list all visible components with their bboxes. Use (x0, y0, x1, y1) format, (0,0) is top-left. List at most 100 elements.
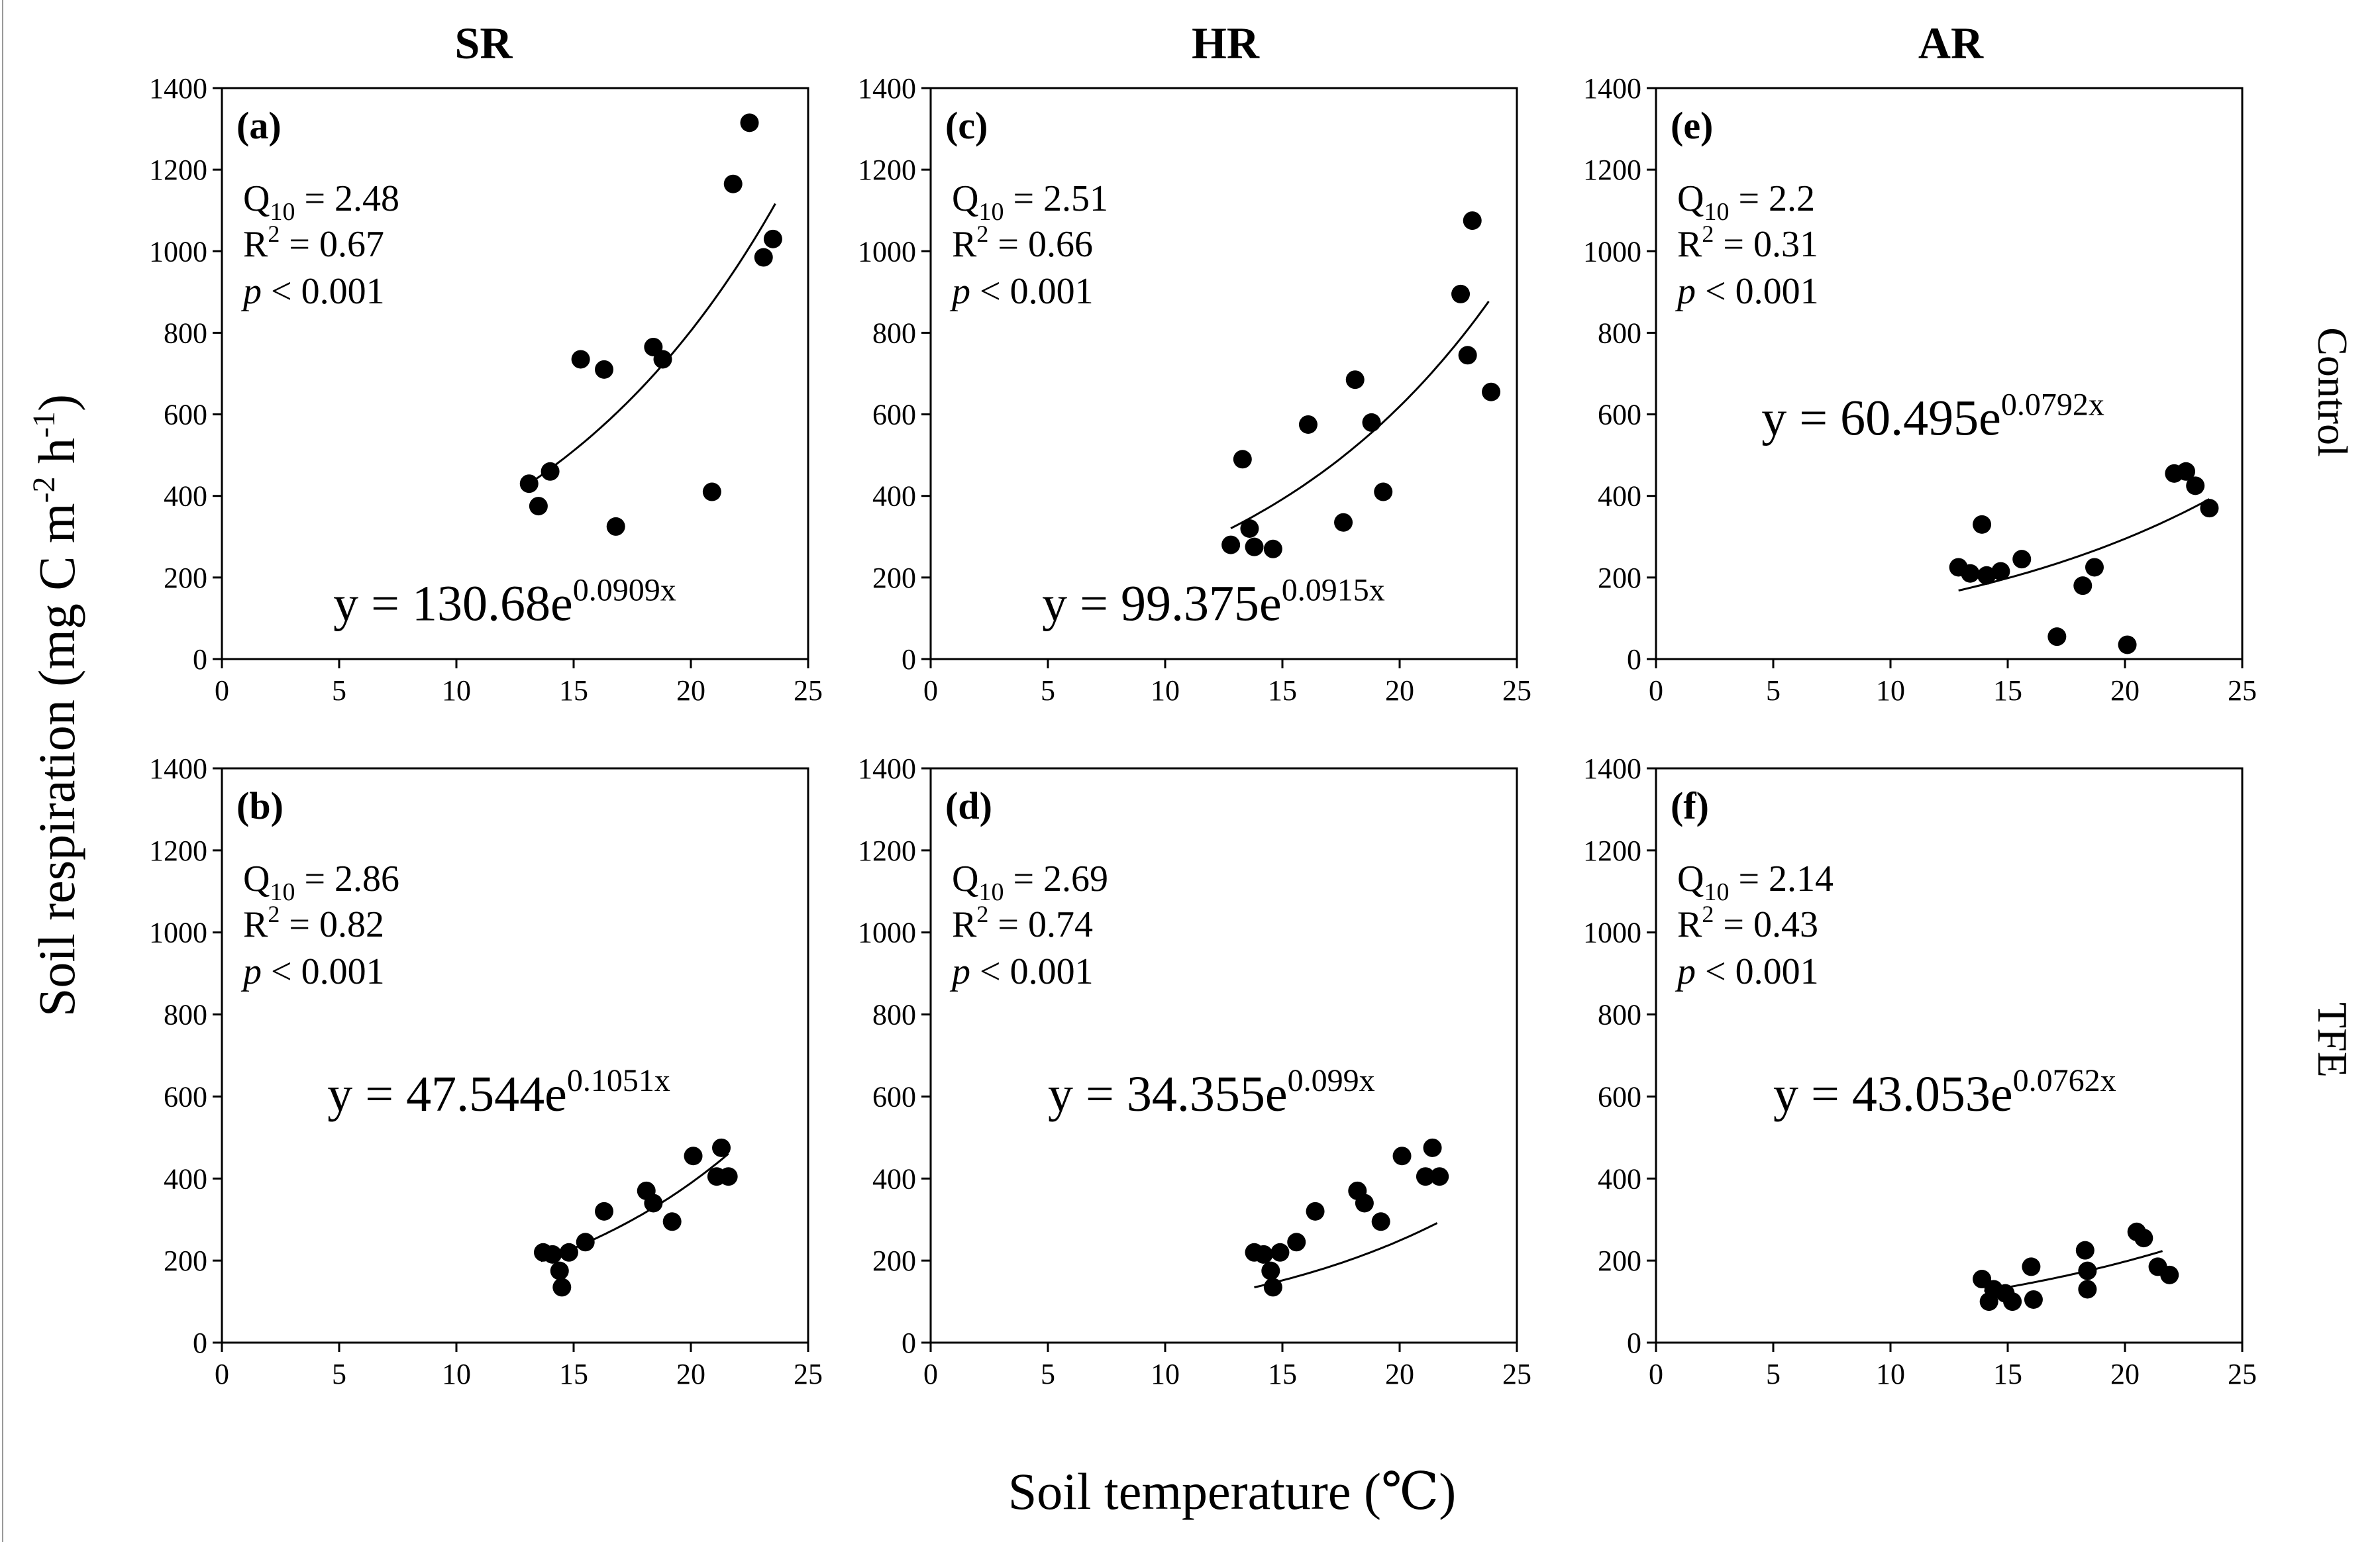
y-tick-label: 1400 (858, 72, 916, 105)
x-tick-label: 25 (794, 1358, 823, 1390)
data-point (763, 229, 782, 248)
panel-label: (d) (945, 784, 992, 827)
q10-stat: Q10 = 2.2 (1677, 178, 1815, 226)
x-tick-label: 15 (1268, 1358, 1297, 1390)
data-point (1973, 515, 1992, 534)
q10-subscript: 10 (978, 198, 1004, 226)
y-tick-label: 200 (872, 1245, 916, 1277)
equation-exponent: 0.0792x (2001, 387, 2104, 422)
data-point (1263, 539, 1282, 558)
x-tick-label: 5 (332, 1358, 346, 1390)
y-tick-label: 400 (164, 480, 207, 513)
plot-frame (1655, 767, 2244, 1344)
x-tick-label: 20 (1385, 674, 1414, 707)
x-tick-label: 15 (1993, 674, 2022, 707)
data-point (1423, 1138, 1442, 1157)
y-tick-label: 400 (1598, 1162, 1641, 1195)
data-point (571, 350, 590, 369)
p-label: p (949, 271, 970, 312)
x-tick-label: 25 (2228, 1358, 2257, 1390)
plot-frame (221, 87, 809, 660)
data-point (1254, 1245, 1273, 1264)
x-tick-label: 0 (215, 674, 229, 707)
fit-equation: y = 130.68e0.0909x (333, 573, 676, 632)
data-point (1392, 1147, 1412, 1166)
y-tick-label: 400 (1598, 480, 1641, 513)
data-point (606, 517, 625, 536)
data-point (719, 1167, 738, 1186)
x-tick-label: 5 (1766, 1358, 1781, 1390)
r2-value: = 0.74 (988, 904, 1093, 945)
data-point (552, 1278, 572, 1297)
y-tick-label: 1400 (1583, 72, 1641, 105)
r2-label: R (1677, 904, 1702, 945)
data-point (1306, 1202, 1325, 1221)
r2-label: R (243, 224, 268, 265)
q10-value: = 2.2 (1729, 178, 1815, 219)
data-point (1334, 513, 1353, 532)
r2-superscript: 2 (268, 901, 280, 927)
r2-label: R (952, 224, 977, 265)
data-point (1298, 415, 1318, 434)
fit-curve (1984, 1250, 2163, 1292)
fit-equation: y = 47.544e0.1051x (327, 1063, 670, 1122)
fit-curve (1230, 301, 1490, 529)
data-point (2160, 1265, 2179, 1284)
column-title-hr: HR (1192, 18, 1260, 68)
equation-exponent: 0.099x (1288, 1063, 1375, 1098)
y-tick-label: 200 (1598, 1245, 1641, 1277)
data-point (2024, 1290, 2043, 1309)
r2-stat: R2 = 0.74 (952, 901, 1093, 945)
equation-base: y = 34.355e (1048, 1066, 1288, 1122)
y-tick-label: 1200 (149, 154, 207, 186)
x-tick-label: 20 (676, 674, 705, 707)
q10-value: = 2.14 (1729, 858, 1834, 900)
y-axis-title-end: ) (28, 394, 85, 411)
data-point (1416, 1167, 1435, 1186)
y-tick-label: 1200 (858, 835, 916, 867)
p-stat: p < 0.001 (240, 271, 385, 312)
data-point (723, 174, 743, 193)
panel-label: (a) (236, 104, 282, 147)
data-point (1263, 1278, 1282, 1297)
x-tick-label: 10 (1151, 674, 1180, 707)
y-tick-label: 1000 (858, 235, 916, 268)
panel-label: (c) (945, 104, 988, 147)
data-point (2003, 1292, 2022, 1311)
y-tick-label: 0 (902, 643, 916, 676)
y-tick-label: 800 (164, 317, 207, 349)
y-tick-label: 200 (164, 562, 207, 594)
plot-frame (221, 767, 809, 1344)
fit-curve (1254, 1222, 1438, 1289)
column-title-sr: SR (455, 18, 513, 68)
y-tick-label: 400 (164, 1162, 207, 1195)
data-point (2085, 558, 2104, 577)
y-tick-label: 800 (872, 999, 916, 1031)
x-tick-label: 10 (1876, 674, 1905, 707)
x-tick-label: 15 (1268, 674, 1297, 707)
r2-stat: R2 = 0.31 (1677, 221, 1818, 265)
x-axis-title: Soil temperature (℃) (1008, 1463, 1456, 1520)
data-point (1374, 482, 1393, 501)
r2-label: R (243, 904, 268, 945)
data-point (2186, 476, 2205, 495)
r2-stat: R2 = 0.82 (243, 901, 384, 945)
p-stat: p < 0.001 (949, 271, 1094, 312)
r2-stat: R2 = 0.67 (243, 221, 384, 265)
y-tick-label: 1400 (149, 752, 207, 785)
data-point (543, 1245, 562, 1264)
p-value: < 0.001 (1696, 951, 1819, 992)
data-point (1245, 537, 1264, 556)
panels: 0 5 10 15 20 250200400600800100012001400(a)Q1… (149, 72, 2257, 1390)
data-point (662, 1212, 682, 1231)
equation-exponent: 0.1051x (567, 1063, 670, 1098)
y-tick-label: 1000 (858, 917, 916, 949)
x-tick-label: 5 (1041, 674, 1055, 707)
data-point (529, 497, 548, 516)
q10-subscript: 10 (1704, 878, 1729, 906)
equation-base: y = 43.053e (1773, 1066, 2013, 1122)
r2-superscript: 2 (1702, 221, 1714, 247)
panel-label: (f) (1671, 784, 1709, 827)
data-point (1233, 450, 1252, 469)
equation-base: y = 130.68e (333, 576, 573, 632)
